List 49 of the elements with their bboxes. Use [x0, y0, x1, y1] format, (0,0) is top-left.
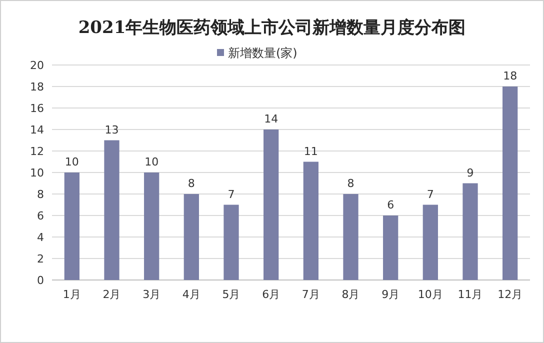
- bar: [64, 172, 80, 280]
- x-tick-label: 5月: [222, 288, 240, 301]
- data-label: 6: [387, 198, 394, 212]
- x-tick-label: 3月: [142, 288, 161, 301]
- y-tick-label: 16: [30, 102, 44, 115]
- data-label: 14: [264, 112, 278, 126]
- bar: [144, 172, 160, 280]
- x-tick-label: 7月: [302, 288, 320, 301]
- x-tick-label: 2月: [102, 288, 121, 301]
- data-label: 7: [426, 188, 434, 201]
- legend-label: 新增数量(家): [228, 46, 298, 60]
- data-label: 8: [188, 177, 195, 190]
- bar: [264, 130, 279, 280]
- x-tick-label: 1月: [62, 288, 81, 301]
- bar: [462, 183, 478, 280]
- x-tick-label: 11月: [458, 288, 483, 301]
- y-tick-label: 14: [30, 124, 44, 136]
- y-tick-label: 8: [37, 188, 44, 201]
- bar: [184, 194, 199, 280]
- x-tick-label: 10月: [418, 288, 443, 301]
- bar: [343, 194, 358, 280]
- data-label: 11: [304, 144, 318, 158]
- y-tick-label: 18: [30, 80, 44, 94]
- y-tick-label: 4: [37, 231, 44, 244]
- y-tick-label: 6: [37, 210, 44, 222]
- x-tick-label: 6月: [262, 288, 280, 301]
- data-label: 8: [347, 177, 354, 190]
- data-label: 10: [64, 156, 79, 168]
- y-tick-label: 10: [30, 166, 44, 180]
- x-tick-label: 9月: [382, 288, 400, 301]
- x-tick-label: 4月: [182, 288, 200, 301]
- data-label: 18: [503, 70, 518, 82]
- bar: [422, 204, 438, 280]
- bar: [104, 140, 120, 280]
- data-label: 13: [104, 123, 119, 136]
- data-label: 10: [144, 156, 159, 168]
- bar: [383, 216, 398, 280]
- y-tick-label: 2: [37, 252, 44, 266]
- chart-title: 2021年生物医药领域上市公司新增数量月度分布图: [78, 18, 466, 38]
- bar: [502, 86, 518, 280]
- y-tick-label: 0: [37, 274, 44, 287]
- data-label: 7: [228, 188, 235, 201]
- x-tick-label: 12月: [498, 288, 523, 301]
- x-tick-label: 8月: [342, 288, 360, 301]
- data-label: 9: [466, 166, 474, 180]
- y-tick-label: 12: [30, 145, 44, 158]
- bar: [224, 204, 239, 280]
- bar: [303, 162, 318, 280]
- y-tick-label: 20: [30, 59, 44, 72]
